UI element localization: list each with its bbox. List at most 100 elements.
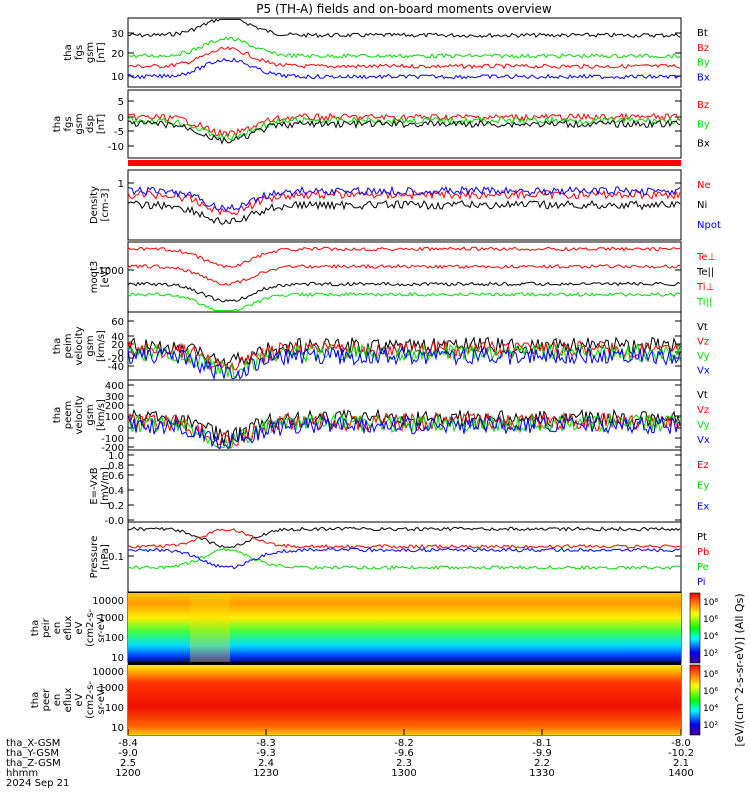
trace-Bx <box>127 119 681 145</box>
y-axis-label: en <box>52 622 63 635</box>
x-tick-label: -8.1 <box>532 738 552 749</box>
y-axis-label: tha <box>63 44 74 60</box>
legend-entry: Ey <box>697 481 709 492</box>
colorbar-tick-label: 10⁸ <box>703 598 718 608</box>
legend-entry: Pe <box>697 562 709 573</box>
y-tick-label: 10 <box>111 653 124 664</box>
ion-spectrogram <box>128 593 681 663</box>
y-tick-label: 1000 <box>99 266 124 277</box>
colorbar-tick-label: 10⁶ <box>703 615 718 625</box>
colorbar-tick-label: 10⁶ <box>703 687 718 697</box>
y-tick-label: 100 <box>105 412 124 423</box>
panel-7: -0.0 0.2 0.4 0.60.81.0 E=-VxB [mV/m] Ez Ey Ex <box>89 449 709 527</box>
y-tick-label: 0.1 <box>108 552 124 563</box>
legend-entry: Bx <box>697 139 710 150</box>
colorbar-tick-label: 10⁴ <box>703 632 718 642</box>
y-axis-label: peer <box>41 688 52 712</box>
legend-entry: Npot <box>697 220 721 231</box>
y-tick-label: 10000 <box>92 667 124 678</box>
y-axis-label: gsm <box>85 404 96 425</box>
y-tick-label: -40 <box>108 362 124 373</box>
trace-Te⊥ <box>127 246 681 269</box>
x-tick-label: -8.0 <box>671 738 691 749</box>
trace-Bx <box>127 57 681 80</box>
legend-entry: Bz <box>697 43 709 54</box>
legend-entry: Te|| <box>696 267 714 278</box>
legend-entry: Ez <box>697 460 709 471</box>
y-axis-label: eV <box>74 693 85 706</box>
colorbar-bottom <box>689 664 701 736</box>
x-axis-row-name: tha_Z-GSM <box>6 758 61 769</box>
y-tick-label: 10 <box>111 72 124 83</box>
colorbar-top <box>689 592 701 664</box>
legend-entry: Ne <box>697 180 711 191</box>
y-tick-label: -0.0 <box>104 516 124 527</box>
trace-Ne <box>127 188 681 216</box>
legend-entry: Pi <box>697 577 706 588</box>
trace-Bz <box>127 46 681 70</box>
y-axis-label: tha <box>52 338 63 354</box>
panel-frame <box>127 169 682 241</box>
y-axis-label: [mV/m] <box>100 467 111 505</box>
x-tick-label: -8.4 <box>118 738 138 749</box>
y-tick-label: 1000 <box>99 683 124 694</box>
trace-By <box>127 36 681 59</box>
y-axis-label: sr-eV) <box>96 685 107 714</box>
colorbar-tick-label: 10⁸ <box>703 670 718 680</box>
legend-entry: Vt <box>697 322 708 333</box>
x-axis-block: tha_X-GSM -8.4 -8.3 -8.2 -8.1 -8.0 tha_Y-GSM -9… <box>6 729 694 789</box>
x-axis-row-name: hhmm <box>6 768 38 779</box>
y-tick-label: 0 <box>118 424 124 435</box>
y-tick-label: 200 <box>105 401 124 412</box>
y-tick-label: 40 <box>111 332 124 343</box>
y-tick-label: 20 <box>111 49 124 60</box>
x-tick-label: 1230 <box>253 768 278 779</box>
y-axis-label: tha <box>52 116 63 132</box>
legend-entry: Bt <box>697 28 708 39</box>
y-axis-label: [km/s] <box>96 399 107 431</box>
x-tick-label: 1400 <box>668 768 693 779</box>
y-tick-label: 100 <box>105 703 124 714</box>
x-tick-label: -9.3 <box>256 748 276 759</box>
y-axis-label: eflux <box>63 616 74 641</box>
x-tick-label: -10.2 <box>668 748 694 759</box>
legend-entry: Pb <box>697 547 709 558</box>
trace-Npot <box>127 185 681 213</box>
y-tick-label: 0 <box>118 348 124 359</box>
colorbar-tick-label: 10⁴ <box>703 704 718 714</box>
y-axis-label: velocity <box>74 395 85 434</box>
y-tick-label: -200 <box>101 443 124 454</box>
legend-entry: Te⊥ <box>696 252 716 263</box>
y-axis-label: (cm2-s- <box>85 681 96 719</box>
y-axis-label: velocity <box>74 326 85 365</box>
legend-entry: Ti|| <box>696 297 712 308</box>
y-axis-label: [eV] <box>100 267 111 288</box>
y-axis-label: tha <box>30 620 41 636</box>
y-tick-label: 10000 <box>92 596 124 607</box>
x-axis-row-name: tha_X-GSM <box>6 738 60 749</box>
y-axis-label: gsm <box>85 335 96 356</box>
trace-Ni <box>127 199 681 225</box>
colorbar-tick-label: 10² <box>703 649 718 659</box>
y-tick-label: 60 <box>111 317 124 328</box>
legend-entry: Ex <box>697 501 709 512</box>
y-axis-label: fgs <box>74 45 85 60</box>
panel-8: 0.1 Pressure [nPa] Pt Pb Pe Pi <box>89 521 709 593</box>
date-label: 2024 Sep 21 <box>6 778 69 789</box>
y-axis-label: tha <box>30 692 41 708</box>
y-tick-label: -100 <box>101 434 124 445</box>
y-axis-label: (cm2-s- <box>85 609 96 647</box>
y-axis-label: Density <box>89 186 100 224</box>
trace-Vz <box>127 411 681 449</box>
x-tick-label: -9.6 <box>394 748 414 759</box>
y-axis-label: [km/s] <box>96 330 107 362</box>
legend-entry: Vt <box>697 390 708 401</box>
legend-entry: Vz <box>697 337 709 348</box>
y-tick-label: -5 <box>114 127 124 138</box>
y-axis-label: en <box>52 694 63 707</box>
y-axis-label: Pressure <box>89 536 100 579</box>
legend-entry: Vy <box>697 420 710 431</box>
spectrogram-separator <box>128 662 681 665</box>
